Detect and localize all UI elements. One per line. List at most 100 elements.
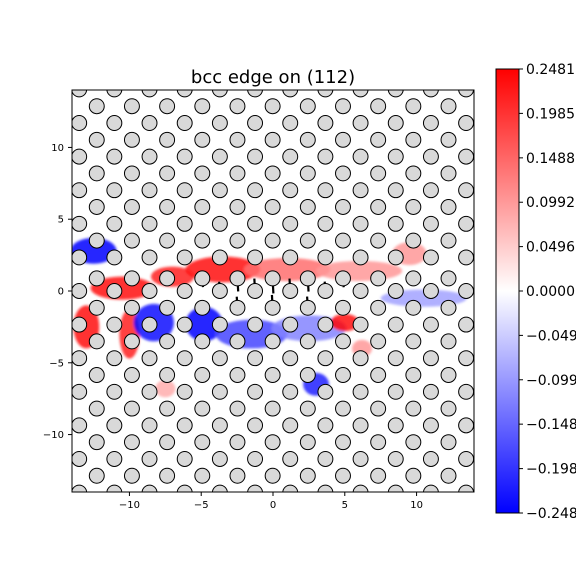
- atom: [440, 467, 457, 484]
- atom: [422, 90, 439, 98]
- atom: [194, 131, 211, 148]
- atom: [247, 283, 264, 299]
- atom: [440, 333, 457, 350]
- atom: [88, 98, 105, 115]
- displacement-arrow: [62, 239, 63, 240]
- atom: [229, 333, 246, 350]
- atom: [441, 65, 456, 80]
- atom: [335, 467, 351, 484]
- atom: [387, 148, 404, 165]
- atom: [317, 417, 334, 434]
- atom: [123, 232, 140, 249]
- atom: [159, 467, 176, 484]
- colorbar-ticks: 0.2481 0.1985 0.1488 0.0992 0.0496 0.0000 −0.0…: [519, 62, 576, 522]
- atom: [123, 400, 140, 417]
- atom: [264, 333, 281, 350]
- atom: [387, 90, 404, 98]
- atom: [352, 451, 369, 467]
- atom: [264, 270, 281, 287]
- atom: [476, 271, 491, 286]
- atom: [440, 131, 457, 148]
- atom: [264, 199, 281, 215]
- atom: [72, 316, 88, 333]
- colorbar-gradient: [496, 69, 519, 513]
- atom: [247, 451, 264, 467]
- atom: [476, 435, 491, 450]
- atom: [317, 148, 334, 165]
- atom: [282, 383, 299, 400]
- atom: [88, 434, 105, 451]
- x-tick-label: 0: [270, 500, 276, 511]
- atom: [264, 98, 281, 115]
- atom: [106, 182, 123, 199]
- atom: [476, 468, 491, 483]
- atom: [176, 148, 193, 165]
- atom: [247, 383, 264, 400]
- atom: [299, 199, 316, 215]
- atom: [141, 90, 158, 98]
- atom: [282, 417, 299, 434]
- atom: [370, 467, 387, 484]
- atom: [141, 417, 158, 434]
- atom: [370, 131, 387, 148]
- displacement-arrow: [61, 306, 62, 307]
- atom: [440, 367, 457, 383]
- atom: [405, 400, 422, 417]
- atom: [247, 249, 264, 266]
- atom: [299, 270, 316, 287]
- atom: [317, 350, 334, 367]
- atom: [440, 270, 457, 287]
- atom: [317, 90, 334, 98]
- atom: [54, 271, 69, 286]
- atom: [387, 283, 404, 299]
- atom: [88, 199, 105, 215]
- atom: [476, 401, 491, 416]
- atom: [54, 300, 69, 315]
- atom: [176, 451, 193, 467]
- atom: [72, 249, 88, 266]
- atom: [458, 451, 474, 467]
- atom: [229, 367, 246, 383]
- colorbar-tick-label: 0.2481: [526, 62, 575, 78]
- atom: [141, 350, 158, 367]
- atom: [387, 350, 404, 367]
- atom: [405, 270, 422, 287]
- atom: [176, 115, 193, 131]
- atom: [405, 434, 422, 451]
- atom: [159, 131, 176, 148]
- atom: [317, 283, 334, 299]
- atom: [387, 182, 404, 199]
- atom: [88, 333, 105, 350]
- y-tick-label: −10: [43, 430, 64, 441]
- atom: [72, 215, 88, 232]
- atom: [123, 367, 140, 383]
- x-tick-label: −5: [194, 500, 209, 511]
- atom: [352, 148, 369, 165]
- atom: [106, 316, 123, 333]
- colorbar: 0.2481 0.1985 0.1488 0.0992 0.0496 0.0000 −0.0…: [495, 62, 576, 522]
- atom: [106, 215, 123, 232]
- colorbar-tick-label: 0.0496: [526, 240, 575, 256]
- atom: [458, 484, 474, 492]
- atom: [264, 400, 281, 417]
- atom: [282, 451, 299, 467]
- atom: [88, 165, 105, 182]
- atom: [440, 98, 457, 115]
- atom: [405, 333, 422, 350]
- x-axis: −10 −5 0 5 10: [119, 492, 423, 511]
- atom: [476, 233, 491, 248]
- atom: [352, 417, 369, 434]
- atom: [124, 65, 139, 80]
- atom: [458, 283, 474, 299]
- atom: [370, 434, 387, 451]
- atom: [335, 232, 351, 249]
- atom: [247, 417, 264, 434]
- atom: [88, 232, 105, 249]
- atom: [211, 383, 228, 400]
- atom: [422, 283, 439, 299]
- atom: [54, 502, 69, 517]
- atom: [264, 165, 281, 182]
- plot-area: [54, 65, 491, 517]
- atom: [370, 367, 387, 383]
